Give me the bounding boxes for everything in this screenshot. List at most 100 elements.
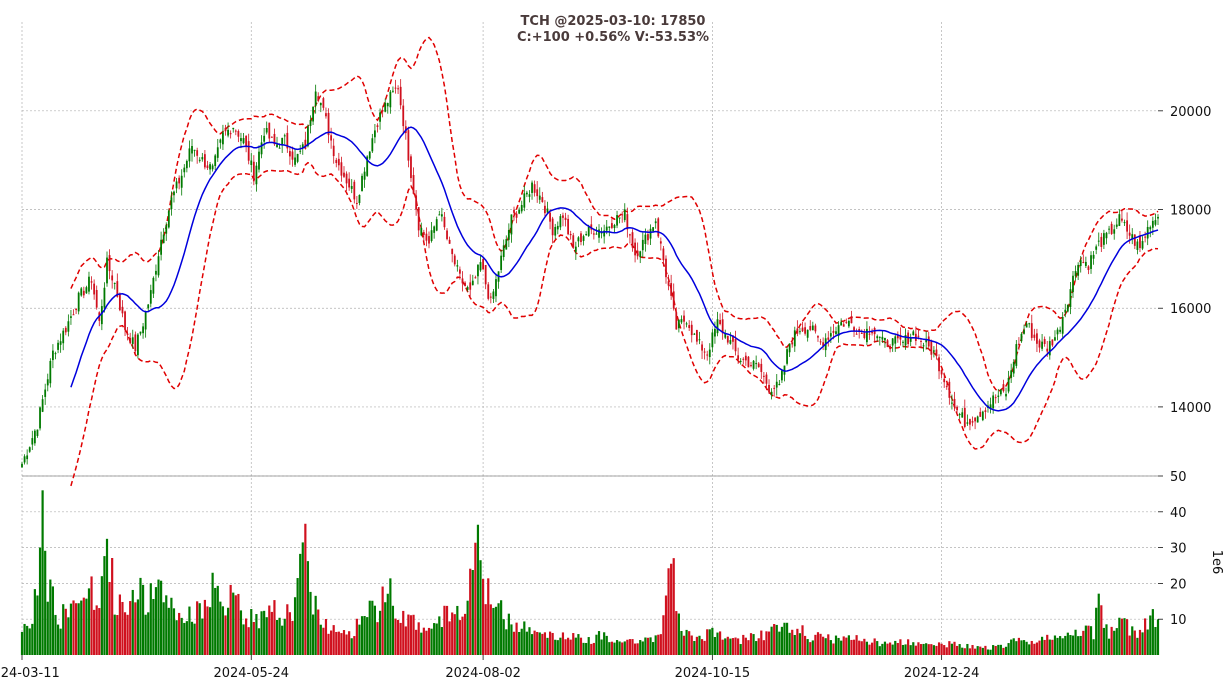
volume-bar xyxy=(760,630,763,655)
candle-body xyxy=(1126,220,1128,232)
volume-bar xyxy=(930,644,933,655)
volume-bar xyxy=(847,635,850,655)
candle xyxy=(46,373,49,392)
candle-body xyxy=(1144,236,1147,238)
candle-body xyxy=(471,280,474,286)
volume-bar xyxy=(829,640,832,655)
candle xyxy=(631,229,634,252)
candle-body xyxy=(605,226,608,231)
candle-body xyxy=(631,232,634,248)
volume-bar xyxy=(1004,646,1008,655)
candle-body xyxy=(317,96,320,101)
volume-bar xyxy=(749,633,753,655)
candle xyxy=(1012,359,1015,377)
candle-body xyxy=(920,340,922,342)
candle xyxy=(185,159,188,173)
volume-bar xyxy=(355,618,358,655)
candle xyxy=(546,201,549,214)
volume-bar xyxy=(672,558,675,655)
candle xyxy=(634,238,636,263)
candle-body xyxy=(358,194,361,203)
volume-bar xyxy=(121,601,124,655)
bollinger-bands xyxy=(70,36,1159,487)
candle xyxy=(974,417,977,430)
candle xyxy=(147,303,150,312)
candle-body xyxy=(907,332,910,344)
candle-body xyxy=(482,259,484,270)
candle xyxy=(1095,244,1098,255)
candle xyxy=(103,282,106,313)
volume-bar xyxy=(863,638,866,655)
candle xyxy=(196,147,199,164)
candle xyxy=(250,152,253,173)
volume-bar xyxy=(894,640,897,655)
candle xyxy=(183,164,186,178)
volume-bar xyxy=(677,613,680,655)
volume-bar xyxy=(657,634,660,655)
volume-bar xyxy=(157,579,160,655)
volume-bar xyxy=(46,601,49,655)
candle xyxy=(580,231,582,246)
volume-bar xyxy=(111,558,114,655)
candle-body xyxy=(1030,323,1033,338)
candle xyxy=(912,329,915,336)
candle xyxy=(966,414,969,426)
volume-bar xyxy=(394,618,397,655)
candle xyxy=(330,127,333,149)
volume-bar xyxy=(567,637,570,655)
volume-bar xyxy=(147,612,150,655)
candle-body xyxy=(626,214,629,230)
candle xyxy=(984,407,987,419)
candle-body xyxy=(662,248,665,261)
volume-bar xyxy=(623,641,626,655)
candle xyxy=(144,310,147,338)
candle-body xyxy=(871,331,873,334)
candle xyxy=(368,151,371,161)
candle xyxy=(837,321,840,343)
candle-body xyxy=(376,125,379,128)
candle-body xyxy=(67,321,70,332)
candle-body xyxy=(1061,316,1064,334)
volume-bar xyxy=(433,623,436,655)
volume-bar xyxy=(335,631,338,655)
volume-bar xyxy=(865,641,869,655)
volume-bar xyxy=(306,561,310,655)
volume-bar xyxy=(62,604,65,655)
volume-bar xyxy=(422,627,425,655)
volume-bar xyxy=(211,572,214,655)
volume-bar xyxy=(889,642,892,655)
volume-bar xyxy=(1110,626,1113,655)
candle xyxy=(70,309,72,325)
candle-body xyxy=(788,343,791,353)
candle xyxy=(283,133,286,145)
candle xyxy=(325,107,327,119)
candle-body xyxy=(353,181,356,200)
volume-bar xyxy=(950,643,954,655)
candle-body xyxy=(237,130,240,137)
candle xyxy=(876,334,879,342)
volume-bar xyxy=(281,625,284,655)
volume-bar xyxy=(170,597,173,655)
candle xyxy=(294,149,296,167)
volume-bar xyxy=(49,579,52,655)
candle xyxy=(203,150,206,170)
volume-bar xyxy=(997,644,1000,655)
candle xyxy=(1118,209,1121,227)
volume-bar xyxy=(1015,641,1018,655)
candle xyxy=(1061,312,1064,339)
candle xyxy=(44,383,47,405)
volume-bar xyxy=(283,618,286,655)
candle xyxy=(224,124,227,136)
candle-body xyxy=(538,195,541,200)
candle xyxy=(716,311,719,337)
volume-bar xyxy=(1149,615,1152,655)
volume-bar xyxy=(937,642,941,655)
candle xyxy=(827,331,830,347)
candle xyxy=(446,228,448,241)
candle-body xyxy=(124,311,126,330)
candle xyxy=(1025,321,1028,328)
candle-body xyxy=(374,130,376,138)
volume-bar xyxy=(600,639,603,655)
candle-body xyxy=(227,129,229,136)
candle xyxy=(1121,210,1123,223)
